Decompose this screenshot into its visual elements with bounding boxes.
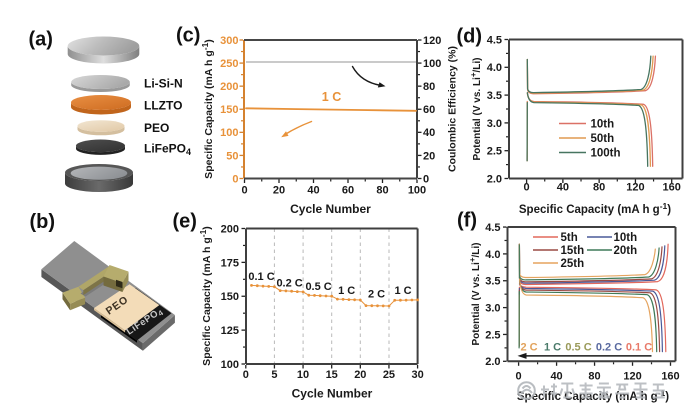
svg-text:300: 300 xyxy=(220,35,238,47)
svg-text:10: 10 xyxy=(297,369,309,381)
svg-text:2.5: 2.5 xyxy=(485,329,500,341)
svg-text:15th: 15th xyxy=(561,245,585,257)
svg-text:Specific Capacity (mA h g-1): Specific Capacity (mA h g-1) xyxy=(198,226,213,366)
svg-text:0.2 C: 0.2 C xyxy=(276,278,302,290)
svg-text:200: 200 xyxy=(221,223,239,235)
svg-text:10th: 10th xyxy=(591,119,615,131)
svg-text:40: 40 xyxy=(423,127,435,139)
svg-text:Coulombic Efficiency (%): Coulombic Efficiency (%) xyxy=(447,46,459,172)
svg-text:50th: 50th xyxy=(591,133,615,145)
svg-text:PEO: PEO xyxy=(144,121,169,135)
svg-text:120: 120 xyxy=(623,371,641,383)
svg-text:40: 40 xyxy=(557,182,569,194)
svg-text:3.5: 3.5 xyxy=(485,276,500,288)
svg-text:40: 40 xyxy=(307,185,319,197)
svg-text:100: 100 xyxy=(408,185,426,197)
svg-text:200: 200 xyxy=(220,81,238,93)
svg-text:1 C: 1 C xyxy=(338,285,355,297)
svg-text:Potential (V vs. Li+/Li): Potential (V vs. Li+/Li) xyxy=(468,242,482,345)
svg-text:0.5 C: 0.5 C xyxy=(305,281,331,293)
svg-text:10th: 10th xyxy=(614,232,638,244)
svg-text:0.5 C: 0.5 C xyxy=(565,342,591,354)
svg-text:1 C: 1 C xyxy=(544,342,561,354)
svg-text:5: 5 xyxy=(271,369,277,381)
svg-text:125: 125 xyxy=(221,325,239,337)
svg-text:2.0: 2.0 xyxy=(487,173,502,185)
svg-text:50: 50 xyxy=(226,150,238,162)
svg-text:4.5: 4.5 xyxy=(487,34,502,46)
svg-text:Specific Capacity (mA h g-1): Specific Capacity (mA h g-1) xyxy=(200,39,215,179)
svg-text:LiFePO4: LiFePO4 xyxy=(144,142,191,158)
svg-text:(b): (b) xyxy=(30,211,56,233)
svg-text:Cycle Number: Cycle Number xyxy=(292,387,373,401)
svg-text:100: 100 xyxy=(423,58,441,70)
svg-text:3.0: 3.0 xyxy=(487,118,502,130)
svg-text:15: 15 xyxy=(326,369,338,381)
svg-text:4.0: 4.0 xyxy=(487,62,502,74)
svg-text:160: 160 xyxy=(661,371,679,383)
svg-text:80: 80 xyxy=(593,182,605,194)
svg-text:0.1 C: 0.1 C xyxy=(626,342,652,354)
svg-text:250: 250 xyxy=(220,58,238,70)
svg-text:60: 60 xyxy=(342,185,354,197)
svg-text:Specific Capacity (mA h g-1): Specific Capacity (mA h g-1) xyxy=(519,201,671,216)
svg-text:25th: 25th xyxy=(561,258,585,270)
svg-text:1 C: 1 C xyxy=(394,285,411,297)
svg-text:Cycle Number: Cycle Number xyxy=(290,202,371,216)
svg-text:3.0: 3.0 xyxy=(485,303,500,315)
svg-text:80: 80 xyxy=(588,371,600,383)
svg-text:25: 25 xyxy=(383,369,395,381)
svg-text:150: 150 xyxy=(221,291,239,303)
svg-text:80: 80 xyxy=(423,81,435,93)
svg-text:120: 120 xyxy=(626,182,644,194)
svg-text:(f): (f) xyxy=(457,210,477,232)
svg-text:160: 160 xyxy=(663,182,681,194)
svg-text:80: 80 xyxy=(376,185,388,197)
svg-text:(c): (c) xyxy=(176,25,200,47)
svg-text:100: 100 xyxy=(220,127,238,139)
svg-text:20th: 20th xyxy=(614,245,638,257)
svg-text:0.2 C: 0.2 C xyxy=(596,342,622,354)
svg-text:(a): (a) xyxy=(29,29,53,51)
svg-text:0: 0 xyxy=(516,371,522,383)
svg-text:5th: 5th xyxy=(561,232,578,244)
svg-text:3.5: 3.5 xyxy=(487,90,502,102)
svg-text:2 C: 2 C xyxy=(520,342,537,354)
svg-text:2.0: 2.0 xyxy=(485,356,500,368)
svg-text:100th: 100th xyxy=(591,148,621,160)
svg-text:20: 20 xyxy=(423,150,435,162)
svg-text:0: 0 xyxy=(243,369,249,381)
svg-text:4.0: 4.0 xyxy=(485,249,500,261)
svg-text:LLZTO: LLZTO xyxy=(144,99,182,113)
svg-text:0: 0 xyxy=(524,182,530,194)
svg-text:0.1 C: 0.1 C xyxy=(248,271,274,283)
svg-text:Li-Si-N: Li-Si-N xyxy=(144,77,183,91)
svg-text:(e): (e) xyxy=(173,211,197,233)
svg-text:100: 100 xyxy=(221,359,239,371)
svg-text:(d): (d) xyxy=(457,26,483,48)
svg-text:120: 120 xyxy=(423,35,441,47)
svg-text:0: 0 xyxy=(423,173,429,185)
svg-text:30: 30 xyxy=(411,369,423,381)
svg-text:2.5: 2.5 xyxy=(487,146,502,158)
svg-text:2 C: 2 C xyxy=(368,289,385,301)
svg-text:0: 0 xyxy=(241,185,247,197)
svg-text:40: 40 xyxy=(550,371,562,383)
svg-text:Potential (V vs. Li+/Li): Potential (V vs. Li+/Li) xyxy=(469,57,483,160)
svg-text:150: 150 xyxy=(220,104,238,116)
svg-text:20: 20 xyxy=(354,369,366,381)
svg-text:20: 20 xyxy=(273,185,285,197)
svg-text:1 C: 1 C xyxy=(322,90,341,104)
svg-text:4.5: 4.5 xyxy=(485,222,500,234)
svg-text:175: 175 xyxy=(221,257,239,269)
svg-text:0: 0 xyxy=(232,173,238,185)
svg-text:60: 60 xyxy=(423,104,435,116)
